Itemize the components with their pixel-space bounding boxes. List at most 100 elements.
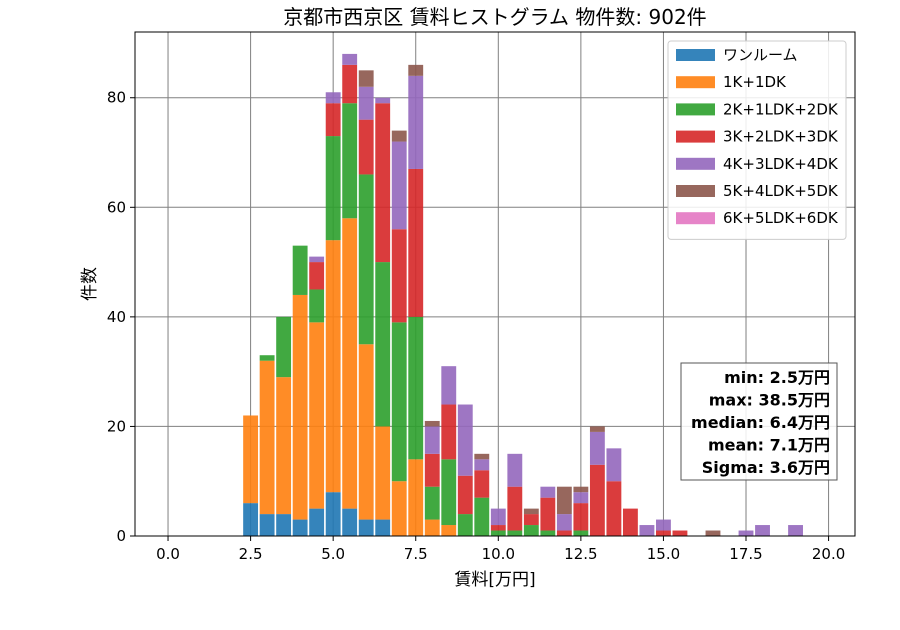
stat-median: median: 6.4万円 [691, 413, 830, 432]
bar-segment [375, 519, 391, 536]
bar-segment [672, 530, 688, 536]
bar-segment [325, 240, 341, 493]
bar-segment [788, 525, 803, 536]
legend-swatch [676, 103, 715, 116]
bar-segment [424, 453, 440, 487]
bar-segment [375, 262, 391, 427]
legend-label: 3K+2LDK+3DK [723, 128, 839, 146]
bar-segment [358, 86, 374, 120]
bar-segment [490, 530, 506, 536]
bar-segment [622, 508, 638, 536]
stat-min: min: 2.5万円 [724, 368, 830, 387]
bar-segment [342, 508, 358, 536]
stats-box-frame [680, 362, 838, 481]
bar-segment [325, 492, 341, 536]
bar-segment [243, 415, 259, 504]
y-tick-label: 40 [107, 308, 126, 326]
bar-segment [391, 229, 407, 323]
legend-swatch [676, 212, 715, 225]
y-tick-label: 80 [107, 89, 126, 107]
bar-segment [556, 530, 572, 536]
bar-segment [573, 503, 589, 531]
legend-label: ワンルーム [723, 46, 798, 64]
legend-label: 6K+5LDK+6DK [723, 209, 839, 227]
bar-segment [424, 420, 440, 427]
bar-segment [573, 486, 589, 493]
bar-segment [408, 459, 424, 536]
bar-segment [523, 514, 539, 526]
bar-segment [309, 256, 325, 263]
x-tick-label: 0.0 [156, 545, 180, 563]
bar-segment [523, 525, 539, 536]
bar-segment [656, 519, 671, 531]
bar-segment [457, 404, 473, 476]
legend-label: 2K+1LDK+2DK [723, 100, 839, 118]
stat-max: max: 38.5万円 [709, 391, 830, 410]
y-axis-ticks: 0 20 40 60 80 [107, 89, 135, 545]
bar-segment [259, 514, 275, 536]
bar-segment [424, 486, 440, 520]
bar-segment [556, 486, 572, 515]
bar-segment [556, 514, 572, 531]
bar-segment [589, 426, 605, 432]
legend: ワンルーム 1K+1DK 2K+1LDK+2DK 3K+2LDK+3DK 4K+3LDK… [667, 40, 847, 240]
bar-segment [656, 530, 671, 536]
y-tick-label: 20 [107, 417, 126, 435]
bar-segment [342, 53, 358, 65]
bar-segment [540, 530, 556, 536]
bar-segment [358, 344, 374, 520]
legend-label: 4K+3LDK+4DK [723, 155, 839, 173]
bar-segment [309, 262, 325, 290]
y-tick-label: 60 [107, 198, 126, 216]
bar-segment [391, 322, 407, 482]
bar-segment [441, 404, 457, 460]
x-axis-label: 賃料[万円] [454, 570, 535, 590]
bar-segment [243, 503, 259, 536]
bar-segment [292, 519, 308, 536]
x-tick-label: 5.0 [321, 545, 345, 563]
bar-segment [589, 431, 605, 465]
x-tick-label: 15.0 [647, 545, 680, 563]
legend-swatch [676, 76, 715, 89]
bars [243, 53, 803, 536]
bar-segment [391, 141, 407, 230]
x-axis-ticks: 0.0 2.5 5.0 7.5 10.0 12.5 15.0 17.5 20.0 [156, 536, 845, 563]
bar-segment [276, 316, 292, 378]
bar-segment [424, 519, 440, 536]
x-tick-label: 17.5 [729, 545, 762, 563]
bar-segment [309, 508, 325, 536]
bar-segment [755, 525, 770, 536]
bar-segment [276, 514, 292, 536]
bar-segment [325, 92, 341, 104]
bar-segment [292, 245, 308, 295]
stat-sigma: Sigma: 3.6万円 [702, 458, 830, 477]
bar-segment [391, 130, 407, 142]
bar-segment [589, 464, 605, 536]
chart-title: 京都市西京区 賃料ヒストグラム 物件数: 902件 [283, 5, 706, 29]
legend-swatch [676, 49, 715, 61]
bar-segment [375, 426, 391, 520]
bar-segment [441, 525, 457, 536]
bar-segment [639, 525, 655, 536]
bar-segment [507, 530, 523, 536]
bar-segment [507, 453, 523, 487]
bar-segment [490, 508, 506, 526]
bar-segment [457, 514, 473, 536]
bar-segment [325, 103, 341, 137]
bar-segment [523, 508, 539, 515]
bar-segment [309, 322, 325, 509]
bar-segment [309, 289, 325, 323]
bar-segment [573, 492, 589, 504]
bar-segment [441, 366, 457, 405]
stats-box: min: 2.5万円 max: 38.5万円 median: 6.4万円 mea… [680, 362, 838, 481]
bar-segment [606, 448, 622, 482]
stat-mean: mean: 7.1万円 [708, 436, 830, 455]
bar-segment [259, 355, 275, 361]
bar-segment [391, 481, 407, 536]
bar-segment [358, 70, 374, 87]
bar-segment [276, 377, 292, 515]
bar-segment [573, 530, 589, 536]
bar-segment [408, 64, 424, 76]
bar-segment [292, 294, 308, 520]
